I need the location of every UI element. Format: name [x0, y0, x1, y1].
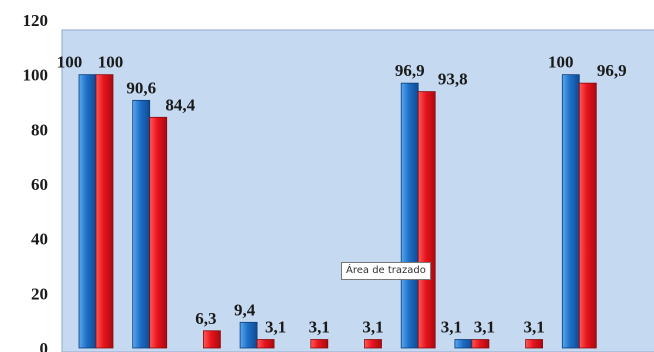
data-label: 3,1 — [265, 318, 286, 337]
bar-red[interactable] — [471, 339, 490, 349]
bar-blue[interactable] — [239, 321, 258, 349]
y-tick-label: 20 — [31, 284, 48, 303]
data-label: 6,3 — [195, 309, 216, 328]
y-tick-label: 0 — [40, 339, 49, 352]
data-label: 90,6 — [126, 78, 156, 97]
bar-red[interactable] — [95, 74, 114, 349]
bar-blue[interactable] — [400, 82, 419, 349]
data-label: 3,1 — [474, 318, 495, 337]
data-label: 9,4 — [234, 300, 256, 319]
bar-red[interactable] — [149, 116, 168, 349]
data-label: 100 — [98, 53, 124, 72]
bar-red[interactable] — [364, 339, 382, 349]
bar-blue[interactable] — [78, 74, 97, 349]
data-label: 84,4 — [165, 95, 195, 114]
data-label: 93,8 — [438, 70, 468, 89]
bar-red[interactable] — [417, 91, 436, 349]
data-label: 100 — [548, 53, 574, 72]
bar-blue[interactable] — [561, 74, 580, 349]
data-label: 3,1 — [523, 318, 544, 337]
bars-group — [78, 74, 597, 349]
bar-red[interactable] — [525, 339, 543, 349]
y-tick-label: 100 — [23, 66, 49, 85]
y-tick-label: 60 — [31, 175, 48, 194]
bar-blue[interactable] — [454, 339, 473, 349]
bar-red[interactable] — [256, 339, 275, 349]
y-tick-label: 40 — [31, 230, 48, 249]
bar-blue[interactable] — [132, 99, 151, 349]
bar-red[interactable] — [202, 330, 221, 349]
data-label: 96,9 — [597, 61, 627, 80]
plot-area-tooltip: Área de trazado — [341, 262, 431, 280]
data-label: 3,1 — [362, 318, 383, 337]
y-tick-label: 120 — [23, 11, 49, 30]
data-label: 3,1 — [441, 318, 462, 337]
bar-red[interactable] — [578, 82, 597, 349]
data-label: 96,9 — [395, 61, 425, 80]
data-label: 100 — [57, 53, 83, 72]
bar-red[interactable] — [310, 339, 329, 349]
y-tick-label: 80 — [31, 120, 48, 139]
y-axis: 0 20 40 60 80 100 120 — [23, 11, 49, 352]
data-label: 3,1 — [309, 318, 330, 337]
